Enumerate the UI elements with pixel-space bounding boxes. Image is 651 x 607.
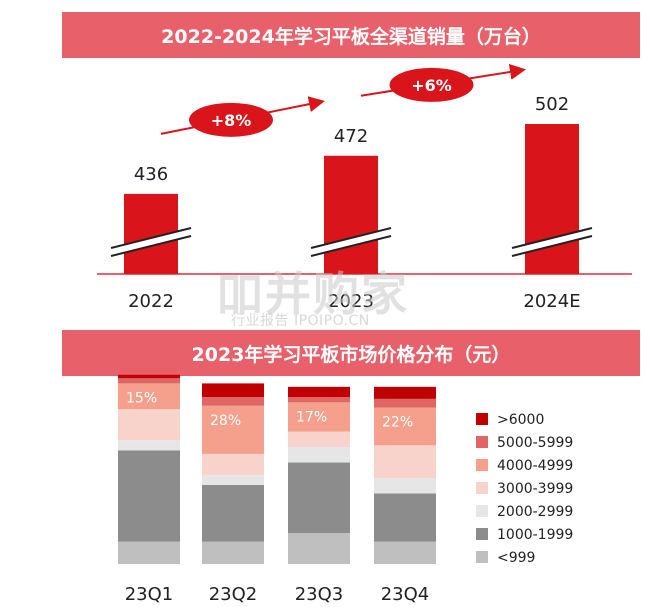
legend-label: 5000-5999	[497, 435, 573, 451]
legend-label: 4000-4999	[497, 458, 573, 474]
stacked-segment	[202, 383, 264, 398]
tick-label: 23Q4	[381, 584, 430, 605]
stacked-segment	[288, 386, 350, 398]
bar	[324, 155, 378, 274]
stacked-segment	[288, 397, 350, 403]
legend-swatch	[476, 482, 488, 494]
stacked-segment	[288, 447, 350, 463]
tick-label: 23Q1	[125, 584, 174, 605]
stacked-segment	[118, 383, 180, 410]
stacked-segment	[118, 450, 180, 542]
stacked-segment	[374, 398, 436, 408]
sales-chart-title: 2022-2024年学习平板全渠道销量（万台）	[62, 12, 640, 58]
stacked-segment	[374, 493, 436, 542]
stacked-segment	[374, 445, 436, 478]
stacked-segment	[374, 407, 436, 446]
stacked-segment	[202, 405, 264, 454]
stacked-segment	[374, 478, 436, 494]
legend-label: >6000	[497, 412, 544, 428]
tick-label: 2024E	[523, 291, 580, 312]
axis-break-mark	[310, 227, 392, 249]
stacked-segment	[118, 440, 180, 451]
data-label: 436	[134, 164, 168, 185]
legend-swatch	[476, 528, 488, 540]
legend-swatch	[476, 413, 488, 425]
axis-break-mark	[110, 227, 192, 249]
stacked-segment	[288, 431, 350, 448]
stacked-segment	[118, 374, 180, 379]
segment-data-label: 28%	[210, 413, 241, 429]
stacked-segment	[288, 533, 350, 564]
axis-break-mark	[310, 235, 392, 257]
stacked-segment	[202, 484, 264, 542]
axis-break-gap	[512, 228, 592, 256]
stacked-segment	[202, 541, 264, 564]
stacked-segment	[118, 409, 180, 441]
legend-swatch	[476, 459, 488, 471]
axis-break-mark	[511, 235, 593, 257]
stacked-segment	[118, 541, 180, 564]
growth-label: +8%	[211, 111, 252, 130]
tick-label: 23Q3	[295, 584, 344, 605]
stacked-segment	[202, 453, 264, 475]
stacked-segment	[202, 474, 264, 485]
legend-swatch	[476, 436, 488, 448]
data-label: 502	[535, 94, 569, 115]
stacked-segment	[288, 462, 350, 534]
data-label: 472	[334, 126, 368, 147]
legend-label: 2000-2999	[497, 504, 573, 520]
price-chart-title: 2023年学习平板市场价格分布（元）	[62, 330, 640, 376]
legend-label: 3000-3999	[497, 481, 573, 497]
legend-label: <999	[497, 550, 535, 566]
segment-data-label: 15%	[126, 390, 157, 406]
stacked-segment	[288, 402, 350, 432]
watermark-subtext: 行业报告 IPOIPO.CN	[231, 313, 370, 329]
watermark: 吅并购家	[217, 267, 409, 321]
axis-break-gap	[311, 228, 391, 256]
axis-break-mark	[110, 235, 192, 257]
stacked-segment	[374, 386, 436, 399]
legend-swatch	[476, 551, 488, 563]
stacked-segment	[374, 541, 436, 564]
sales-bar-chart: 436 2022 472 2023 502 2024E +8% +6%	[97, 63, 632, 312]
stacked-segment	[118, 378, 180, 384]
tick-label: 23Q2	[209, 584, 258, 605]
stacked-segment	[202, 397, 264, 406]
axis-break-gap	[111, 228, 191, 256]
legend-swatch	[476, 505, 488, 517]
growth-label: +6%	[411, 76, 452, 95]
axis-break-mark	[511, 227, 593, 249]
growth-badge	[189, 102, 273, 137]
growth-badge	[389, 67, 474, 102]
segment-data-label: 22%	[382, 414, 413, 430]
segment-data-label: 17%	[296, 409, 327, 425]
tick-label: 2023	[328, 291, 374, 312]
legend-label: 1000-1999	[497, 527, 573, 543]
tick-label: 2022	[128, 291, 174, 312]
